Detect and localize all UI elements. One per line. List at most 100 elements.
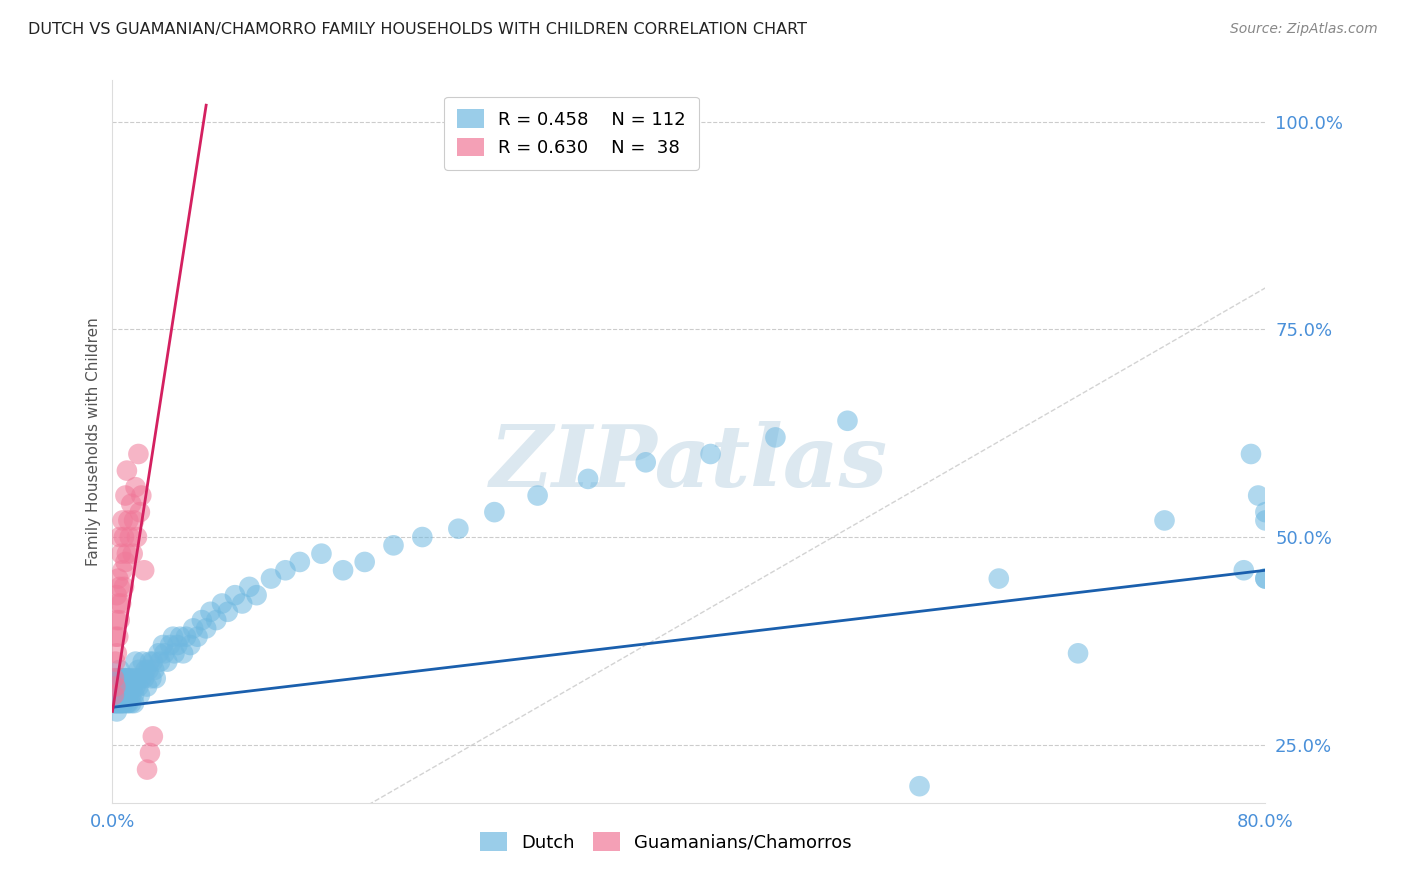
Point [1254,572,1277,586]
Point [353,555,375,569]
Point [169,630,191,644]
Point [224,588,246,602]
Point [162,630,184,644]
Point [195,621,218,635]
Point [107,688,129,702]
Point [128,688,150,702]
Point [191,613,214,627]
Point [382,538,405,552]
Point [107,572,129,586]
Point [142,655,165,669]
Point [231,597,253,611]
Point [1247,489,1270,503]
Point [103,696,125,710]
Point [107,630,129,644]
Point [115,464,138,478]
Point [117,688,139,702]
Point [112,696,135,710]
Point [120,696,142,710]
Point [908,779,931,793]
Point [115,671,138,685]
Point [104,630,127,644]
Point [634,455,657,469]
Point [1233,563,1256,577]
Point [127,680,149,694]
Point [121,680,143,694]
Point [105,688,128,702]
Point [152,638,174,652]
Point [135,663,157,677]
Point [115,547,138,561]
Point [149,655,172,669]
Point [1067,646,1090,660]
Point [200,605,222,619]
Point [1240,447,1263,461]
Point [111,513,134,527]
Point [104,671,127,685]
Point [134,671,156,685]
Point [111,688,134,702]
Point [148,646,170,660]
Point [107,680,129,694]
Point [105,696,128,710]
Point [107,671,129,685]
Point [332,563,354,577]
Point [411,530,433,544]
Point [484,505,506,519]
Point [246,588,269,602]
Point [105,646,128,660]
Point [125,671,148,685]
Point [122,696,145,710]
Point [105,705,128,719]
Point [117,696,139,710]
Point [142,730,165,744]
Point [114,671,136,685]
Point [288,555,311,569]
Text: DUTCH VS GUAMANIAN/CHAMORRO FAMILY HOUSEHOLDS WITH CHILDREN CORRELATION CHART: DUTCH VS GUAMANIAN/CHAMORRO FAMILY HOUSE… [28,22,807,37]
Point [107,696,129,710]
Point [139,655,162,669]
Point [108,580,131,594]
Point [136,763,159,777]
Point [1153,513,1175,527]
Point [1254,505,1277,519]
Point [166,638,188,652]
Point [114,688,136,702]
Point [987,572,1010,586]
Point [108,671,131,685]
Point [118,530,141,544]
Point [1254,572,1277,586]
Y-axis label: Family Households with Children: Family Households with Children [86,318,101,566]
Point [138,663,160,677]
Point [576,472,599,486]
Point [108,663,131,677]
Point [124,680,146,694]
Point [114,555,136,569]
Text: Source: ZipAtlas.com: Source: ZipAtlas.com [1230,22,1378,37]
Point [128,505,150,519]
Point [110,597,132,611]
Point [120,688,142,702]
Point [108,696,131,710]
Point [699,447,721,461]
Legend: Dutch, Guamanians/Chamorros: Dutch, Guamanians/Chamorros [472,825,859,859]
Point [311,547,333,561]
Point [112,688,135,702]
Point [118,680,141,694]
Point [274,563,297,577]
Point [104,688,127,702]
Point [121,671,143,685]
Point [174,630,197,644]
Point [121,547,143,561]
Point [114,680,136,694]
Point [837,414,859,428]
Point [141,671,163,685]
Point [181,621,204,635]
Point [186,630,208,644]
Point [110,671,132,685]
Point [110,680,132,694]
Point [122,513,145,527]
Point [111,680,134,694]
Point [112,671,135,685]
Point [129,671,153,685]
